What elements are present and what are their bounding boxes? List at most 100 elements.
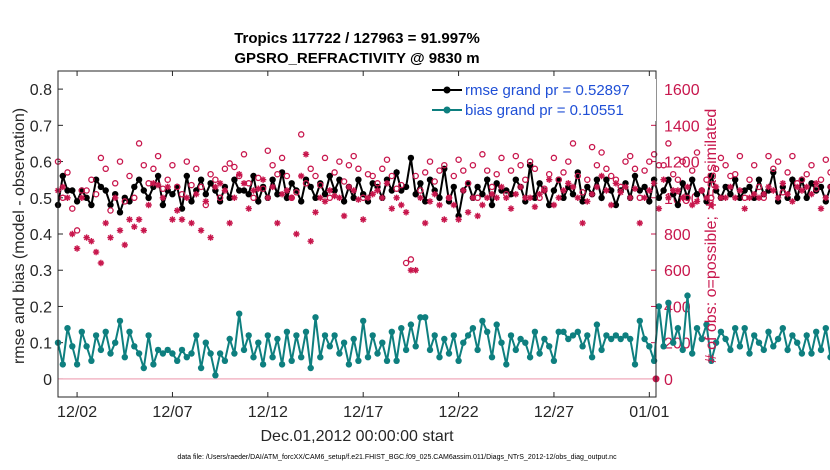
series-bias-point <box>97 346 105 354</box>
series-bias-point <box>92 332 100 339</box>
assimilated-obs-point <box>670 187 677 194</box>
series-bias-point <box>379 339 386 346</box>
y-left-tick-label: 0.7 <box>30 118 52 135</box>
assimilated-obs-point <box>646 187 653 194</box>
series-bias-point <box>464 332 472 339</box>
possible-obs-point <box>331 169 338 176</box>
possible-obs-point <box>817 176 825 183</box>
series-bias-point <box>531 328 539 335</box>
possible-obs-point <box>746 176 753 183</box>
series-bias-point <box>302 328 310 335</box>
assimilated-obs-point <box>703 194 710 201</box>
assimilated-obs-point <box>765 183 772 191</box>
possible-obs-point <box>679 158 686 165</box>
possible-obs-point <box>770 165 777 173</box>
series-bias-point <box>269 354 276 361</box>
series-bias-point <box>145 332 152 339</box>
assimilated-obs-point <box>560 187 567 194</box>
series-rmse-point <box>689 176 696 183</box>
series-bias-point <box>298 354 305 361</box>
series-bias-point <box>588 354 596 361</box>
possible-obs-point <box>102 165 109 173</box>
series-bias-point <box>646 343 653 350</box>
assimilated-obs-point <box>212 183 219 191</box>
data-file-footer: data file: /Users/raeder/DAI/ATM_forcXX/… <box>177 454 617 461</box>
series-bias-point <box>612 332 620 339</box>
possible-obs-point <box>212 176 219 183</box>
possible-obs-point <box>688 167 696 174</box>
assimilated-obs-point <box>822 194 829 201</box>
assimilated-obs-point <box>340 212 348 220</box>
y-axis-left-label: rmse and bias (model - observation) <box>11 108 28 364</box>
possible-obs-point <box>774 158 782 165</box>
series-bias-point <box>150 361 157 368</box>
series-bias-point <box>312 314 319 321</box>
assimilated-obs-point <box>760 191 767 198</box>
series-rmse-point <box>755 176 763 183</box>
series-rmse-point <box>202 191 209 198</box>
possible-obs-point <box>402 259 410 267</box>
series-bias-point <box>746 350 753 357</box>
series-bias-point <box>388 328 395 335</box>
possible-obs-point <box>498 154 505 162</box>
series-bias-point <box>598 346 605 354</box>
series-bias-point <box>207 350 214 357</box>
assimilated-obs-point <box>436 201 443 209</box>
series-bias-point <box>417 314 424 321</box>
y-left-tick-label: 0.4 <box>30 227 52 244</box>
assimilated-obs-point <box>259 176 267 183</box>
series-bias-point <box>460 339 467 346</box>
assimilated-obs-point <box>803 183 810 191</box>
series-bias-point <box>340 339 348 346</box>
series-bias-point <box>560 328 567 335</box>
series-rmse-point <box>546 201 553 209</box>
series-rmse-point <box>512 176 519 183</box>
series-bias-point <box>78 328 86 335</box>
assimilated-obs-point <box>69 230 76 238</box>
series-bias-point <box>474 346 481 354</box>
series-bias-point <box>636 317 643 325</box>
possible-obs-point <box>350 152 357 160</box>
assimilated-obs-point <box>350 187 357 194</box>
series-bias-point <box>59 361 66 368</box>
y-right-tick-label: 1200 <box>664 155 700 172</box>
x-tick-label: 12/27 <box>534 404 574 421</box>
series-bias-point <box>345 361 353 368</box>
series-bias-point <box>708 357 715 364</box>
assimilated-obs-point <box>732 194 739 201</box>
possible-obs-point <box>107 207 114 214</box>
assimilated-obs-point <box>255 185 262 192</box>
assimilated-obs-point <box>755 194 763 201</box>
series-rmse-point <box>693 191 701 198</box>
possible-obs-point <box>183 158 191 165</box>
series-bias-point <box>751 332 758 339</box>
series-rmse-point <box>188 198 195 205</box>
assimilated-obs-point <box>264 194 271 201</box>
possible-obs-point <box>193 165 200 173</box>
possible-obs-point <box>755 183 763 191</box>
series-bias-point <box>140 364 147 372</box>
series-rmse-point <box>159 201 167 209</box>
assimilated-obs-point <box>73 245 81 252</box>
possible-obs-point <box>293 189 300 196</box>
possible-obs-point <box>588 143 596 151</box>
assimilated-obs-point <box>507 205 515 212</box>
series-bias-point <box>197 364 205 372</box>
possible-obs-point <box>116 158 124 165</box>
assimilated-obs-point <box>188 219 195 227</box>
possible-obs-point <box>336 158 343 165</box>
y-right-tick-label: 600 <box>664 263 691 280</box>
assimilated-obs-point <box>226 219 233 227</box>
series-rmse-point <box>560 194 567 201</box>
series-bias-point <box>817 346 825 354</box>
assimilated-obs-point <box>116 227 124 234</box>
series-bias-point <box>240 346 248 354</box>
assimilated-obs-point <box>169 216 176 223</box>
assimilated-obs-point <box>131 223 138 230</box>
possible-obs-point <box>321 154 329 162</box>
assimilated-obs-point <box>593 183 601 191</box>
series-rmse-point <box>331 187 338 194</box>
assimilated-obs-point <box>207 234 214 241</box>
series-rmse-point <box>484 176 491 183</box>
series-rmse-point <box>655 194 663 201</box>
